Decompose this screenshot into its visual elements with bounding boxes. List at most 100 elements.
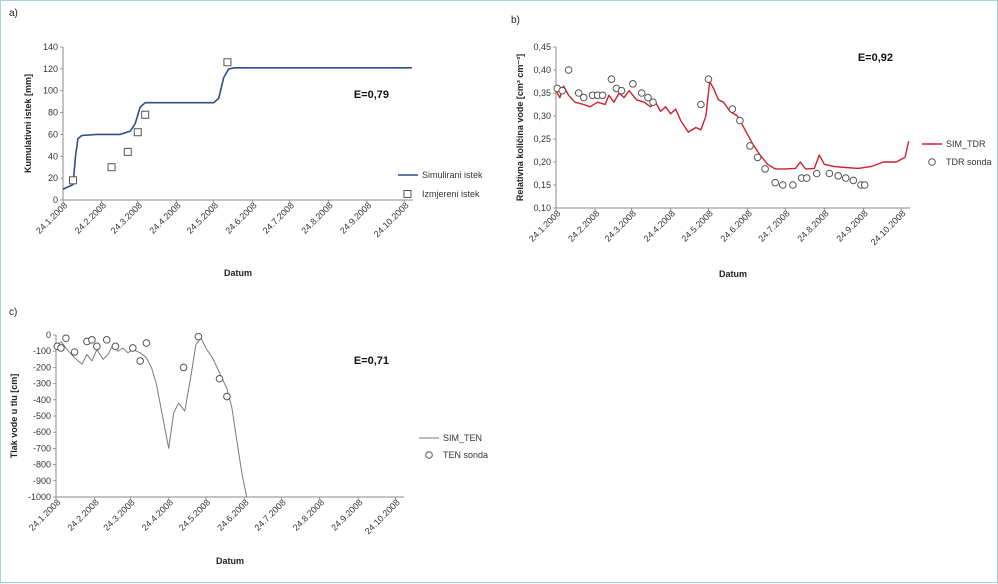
x-tick-label: 24.7.2008 — [756, 208, 791, 243]
x-tick-label: 24.4.2008 — [147, 200, 182, 235]
x-tick-label: 24.6.2008 — [719, 208, 754, 243]
data-point — [728, 105, 737, 113]
x-tick-label: 24.9.2008 — [834, 208, 869, 243]
data-point — [133, 128, 142, 137]
data-point — [142, 339, 151, 347]
efficiency-label: E=0,71 — [354, 355, 389, 367]
data-point — [637, 89, 646, 97]
panel-label: b) — [511, 15, 520, 26]
data-point — [574, 89, 583, 97]
legend-marker-swatch — [425, 451, 433, 459]
series-line-Simulirani istek — [62, 67, 412, 190]
data-point — [849, 176, 858, 185]
y-tick-label: 0 — [46, 330, 51, 340]
y-tick-label: 0,10 — [533, 203, 551, 213]
x-tick-label: 24.9.2008 — [338, 200, 373, 235]
efficiency-label: E=0,92 — [858, 52, 893, 64]
y-axis-title: Tlak vode u tlu [cm] — [9, 374, 19, 459]
x-tick-label: 24.8.2008 — [291, 497, 326, 532]
x-axis-title: Datum — [224, 268, 252, 278]
data-point — [697, 100, 705, 109]
legend-marker-swatch — [403, 190, 412, 198]
data-point — [136, 357, 145, 365]
legend-label: SIM_TEN — [443, 433, 482, 443]
x-tick-label: 24.4.2008 — [140, 497, 175, 532]
data-point — [761, 165, 769, 173]
data-point — [223, 392, 231, 401]
data-point — [841, 174, 850, 182]
y-tick-label: 0,20 — [533, 157, 551, 167]
x-tick-label: 24.10.2008 — [372, 200, 411, 239]
data-point — [789, 181, 797, 189]
data-point — [736, 116, 744, 125]
legend-label: TDR sonda — [946, 157, 992, 167]
y-tick-label: 20 — [48, 173, 58, 183]
panel-label: a) — [9, 8, 18, 19]
data-point — [607, 75, 616, 83]
data-point — [825, 169, 834, 178]
x-tick-label: 24.4.2008 — [642, 208, 677, 243]
x-tick-label: 24.3.2008 — [109, 200, 144, 235]
y-tick-label: 0,45 — [533, 42, 551, 52]
x-tick-label: 24.3.2008 — [101, 497, 136, 532]
data-point — [88, 336, 96, 344]
y-tick-label: -200 — [33, 362, 51, 372]
efficiency-label: E=0,79 — [354, 89, 389, 101]
y-tick-label: -300 — [33, 379, 51, 389]
data-point — [128, 344, 137, 352]
data-point — [644, 93, 652, 102]
y-tick-label: -600 — [33, 427, 51, 437]
data-point — [812, 169, 821, 178]
x-axis-title: Datum — [216, 556, 244, 566]
y-tick-label: -1000 — [28, 492, 51, 502]
series-line-SIM_TEN — [55, 337, 248, 498]
y-tick-label: 0,35 — [533, 88, 551, 98]
legend-label: Izmjereni istek — [422, 189, 480, 199]
data-point — [70, 348, 79, 356]
y-tick-label: 0,40 — [533, 65, 551, 75]
data-point — [629, 80, 637, 88]
panel-b: b) 0,10 0,15 0,20 0,25 0,30 0,35 0,40 0,45 24.1.2… — [511, 15, 992, 279]
data-point — [123, 147, 132, 156]
data-point — [68, 176, 77, 185]
data-point — [194, 332, 203, 341]
x-tick-label: 24.2.2008 — [566, 208, 601, 243]
data-point — [753, 153, 762, 162]
data-point — [564, 66, 573, 74]
x-tick-label: 24.6.2008 — [215, 497, 250, 532]
x-tick-label: 24.8.2008 — [795, 208, 830, 243]
y-tick-label: -700 — [33, 443, 51, 453]
y-tick-label: -400 — [33, 395, 51, 405]
x-tick-label: 24.1.2008 — [34, 200, 69, 235]
data-point — [93, 342, 101, 351]
x-tick-label: 24.5.2008 — [185, 200, 220, 235]
data-point — [179, 363, 188, 372]
x-tick-label: 24.9.2008 — [329, 497, 364, 532]
y-tick-label: -900 — [33, 476, 51, 486]
y-tick-label: 0,25 — [533, 134, 551, 144]
y-tick-label: 120 — [43, 64, 58, 74]
legend-marker-swatch — [928, 158, 936, 166]
data-point — [57, 344, 65, 352]
data-point — [771, 178, 780, 187]
y-axis-title: Kumulativni istek [mm] — [23, 74, 33, 173]
y-tick-label: 100 — [43, 86, 58, 96]
x-tick-label: 24.5.2008 — [679, 208, 714, 243]
x-tick-label: 24.1.2008 — [27, 497, 62, 532]
data-point — [111, 342, 120, 351]
data-point — [141, 110, 150, 119]
y-tick-label: 40 — [48, 151, 58, 161]
x-tick-label: 24.10.2008 — [363, 497, 402, 536]
panel-c: c)-1000-900-800-700-600-500-400-300-200-… — [9, 307, 488, 566]
x-axis-title: Datum — [719, 269, 747, 279]
data-point — [778, 181, 787, 189]
data-point — [102, 336, 111, 344]
x-tick-label: 24.8.2008 — [299, 200, 334, 235]
x-tick-label: 24.1.2008 — [527, 208, 562, 243]
x-tick-label: 24.3.2008 — [603, 208, 638, 243]
y-tick-label: 60 — [48, 129, 58, 139]
data-point — [746, 142, 754, 150]
data-point — [558, 86, 567, 95]
